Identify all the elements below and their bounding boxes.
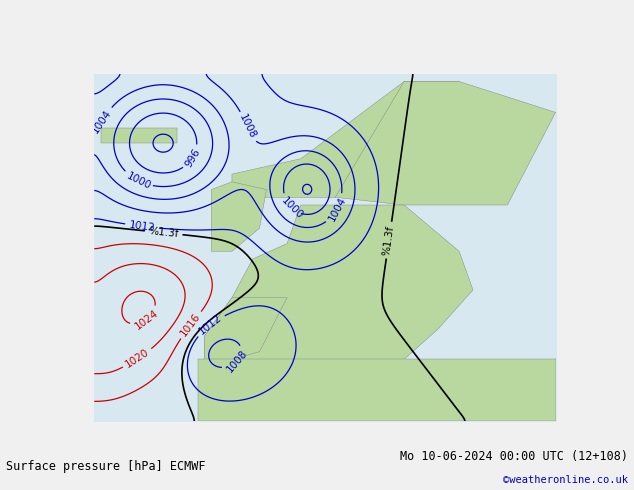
- Text: 1024: 1024: [133, 307, 160, 331]
- Polygon shape: [204, 297, 287, 359]
- Text: 1012: 1012: [197, 313, 224, 337]
- Text: 1012: 1012: [128, 220, 156, 233]
- Polygon shape: [335, 81, 555, 205]
- Text: 1000: 1000: [125, 171, 153, 191]
- Text: 1008: 1008: [238, 113, 258, 141]
- Polygon shape: [232, 81, 459, 197]
- Text: 1016: 1016: [179, 311, 203, 339]
- Text: 1000: 1000: [279, 195, 304, 220]
- Text: 1004: 1004: [91, 108, 113, 135]
- Text: ©weatheronline.co.uk: ©weatheronline.co.uk: [503, 475, 628, 485]
- Text: 1004: 1004: [327, 195, 347, 223]
- Text: 1008: 1008: [225, 348, 249, 374]
- Polygon shape: [101, 128, 177, 143]
- Text: 1020: 1020: [124, 347, 151, 370]
- Text: 996: 996: [183, 147, 202, 169]
- Polygon shape: [204, 205, 473, 359]
- Text: Surface pressure [hPa] ECMWF: Surface pressure [hPa] ECMWF: [6, 460, 206, 473]
- Polygon shape: [211, 182, 266, 251]
- Polygon shape: [198, 359, 555, 421]
- Text: %1.3f: %1.3f: [148, 226, 179, 239]
- Text: Mo 10-06-2024 00:00 UTC (12+108): Mo 10-06-2024 00:00 UTC (12+108): [399, 450, 628, 463]
- Text: %1.3f: %1.3f: [382, 224, 396, 256]
